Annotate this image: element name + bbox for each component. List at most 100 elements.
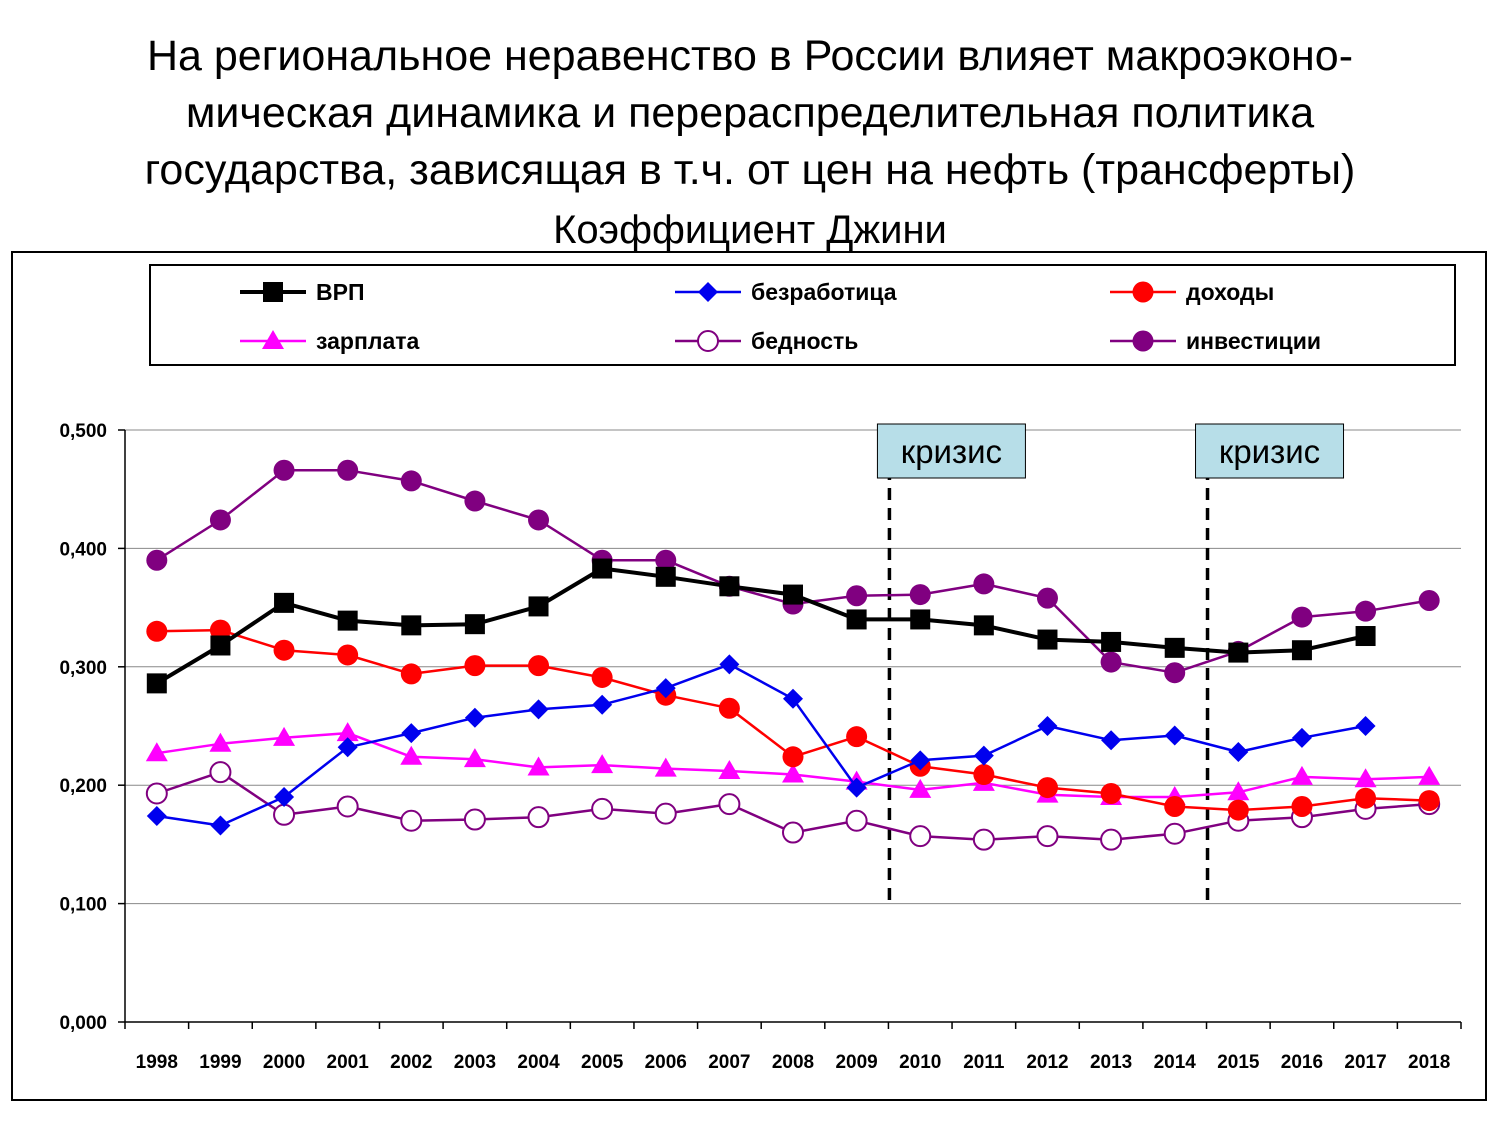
- data-point: [463, 748, 486, 768]
- data-point: [719, 654, 740, 675]
- data-point: [145, 742, 168, 762]
- data-point: [274, 592, 295, 613]
- x-tick-label: 2011: [963, 1052, 1005, 1073]
- data-point: [1418, 790, 1440, 812]
- chart-subtitle: Коэффициент Джини: [553, 208, 947, 252]
- data-point: [592, 558, 613, 579]
- data-point: [528, 699, 549, 720]
- legend: ВРП безработица доходы зарплата бедность инве…: [240, 279, 1321, 354]
- data-point: [909, 825, 932, 848]
- series-vrp: [146, 558, 1376, 694]
- x-tick-label: 2005: [581, 1052, 624, 1073]
- legend-item-investment: инвестиции: [1110, 328, 1321, 354]
- data-point: [1355, 626, 1376, 647]
- axes: 0,000 0,100 0,200 0,300 0,400 0,500 1998 1999 20…: [59, 421, 1462, 1073]
- data-point: [337, 459, 359, 481]
- data-point: [1355, 716, 1376, 736]
- data-point: [1354, 768, 1377, 788]
- data-point: [337, 610, 358, 631]
- x-tick-label: 2007: [708, 1052, 750, 1073]
- y-tick-label: 0,500: [59, 421, 107, 442]
- data-point: [337, 737, 358, 758]
- data-point: [209, 761, 232, 784]
- data-point: [1290, 765, 1313, 785]
- crisis-box: [1195, 423, 1345, 479]
- data-point: [972, 828, 995, 851]
- data-point: [718, 793, 741, 816]
- data-point: [909, 778, 932, 798]
- legend-item-vrp: ВРП: [240, 279, 364, 305]
- y-tick-label: 0,200: [59, 776, 107, 797]
- data-point: [1163, 822, 1186, 845]
- x-tick-label: 2008: [772, 1052, 814, 1073]
- crisis-box: [876, 423, 1026, 479]
- data-point: [528, 596, 549, 617]
- data-point: [1037, 629, 1058, 650]
- data-point: [1101, 730, 1122, 751]
- data-point: [1291, 796, 1313, 818]
- data-point: [400, 809, 423, 832]
- data-point: [273, 803, 296, 826]
- x-tick-label: 2000: [263, 1052, 305, 1073]
- data-point: [273, 459, 295, 481]
- data-point: [973, 615, 994, 636]
- data-point: [910, 750, 931, 771]
- data-point: [401, 615, 422, 636]
- y-tick-label: 0,100: [59, 895, 107, 916]
- x-tick-label: 2016: [1281, 1052, 1323, 1073]
- data-point: [1132, 330, 1154, 352]
- data-point: [655, 678, 676, 699]
- data-point: [336, 722, 359, 742]
- data-point: [400, 663, 422, 685]
- data-point: [210, 635, 231, 656]
- data-point: [1355, 787, 1377, 809]
- legend-item-salary: зарплата: [240, 328, 420, 354]
- data-point: [464, 655, 486, 677]
- data-point: [1228, 642, 1249, 663]
- data-point: [655, 566, 676, 587]
- x-tick-label: 2004: [517, 1052, 560, 1073]
- data-point: [846, 777, 867, 798]
- x-tick-label: 2018: [1408, 1052, 1450, 1073]
- data-point: [845, 809, 868, 832]
- data-point: [846, 726, 868, 748]
- legend-item-unemployment: безработица: [675, 279, 897, 305]
- data-point: [401, 723, 422, 744]
- x-tick-label: 2010: [899, 1052, 941, 1073]
- data-point: [654, 802, 677, 825]
- data-point: [1036, 587, 1058, 609]
- x-tick-label: 2001: [327, 1052, 370, 1073]
- data-point: [1101, 631, 1122, 652]
- x-tick-label: 2015: [1217, 1052, 1260, 1073]
- plot-area: [145, 459, 1441, 851]
- x-tick-label: 2013: [1090, 1052, 1132, 1073]
- data-point: [527, 806, 550, 829]
- data-point: [1227, 781, 1250, 801]
- data-point: [464, 490, 486, 512]
- data-point: [782, 746, 804, 768]
- data-point: [1418, 765, 1441, 785]
- x-tick-label: 2014: [1154, 1052, 1197, 1073]
- data-point: [1291, 640, 1312, 661]
- x-tick-label: 2017: [1344, 1052, 1386, 1073]
- series-unemployment: [146, 654, 1376, 836]
- data-point: [1291, 606, 1313, 628]
- data-point: [209, 732, 232, 752]
- x-tick-label: 2002: [390, 1052, 432, 1073]
- data-point: [719, 576, 740, 597]
- y-tick-label: 0,000: [59, 1013, 107, 1034]
- data-point: [591, 754, 614, 774]
- x-tick-label: 2003: [454, 1052, 496, 1073]
- legend-label: ВРП: [316, 279, 364, 305]
- x-tick-label: 2012: [1026, 1052, 1068, 1073]
- data-point: [782, 763, 804, 783]
- data-point: [146, 620, 168, 642]
- data-point: [1164, 725, 1185, 746]
- legend-box: [149, 264, 1456, 366]
- data-point: [910, 609, 931, 630]
- data-point: [146, 805, 167, 826]
- series-line: [155, 566, 1367, 686]
- data-point: [973, 764, 995, 786]
- data-point: [527, 756, 550, 776]
